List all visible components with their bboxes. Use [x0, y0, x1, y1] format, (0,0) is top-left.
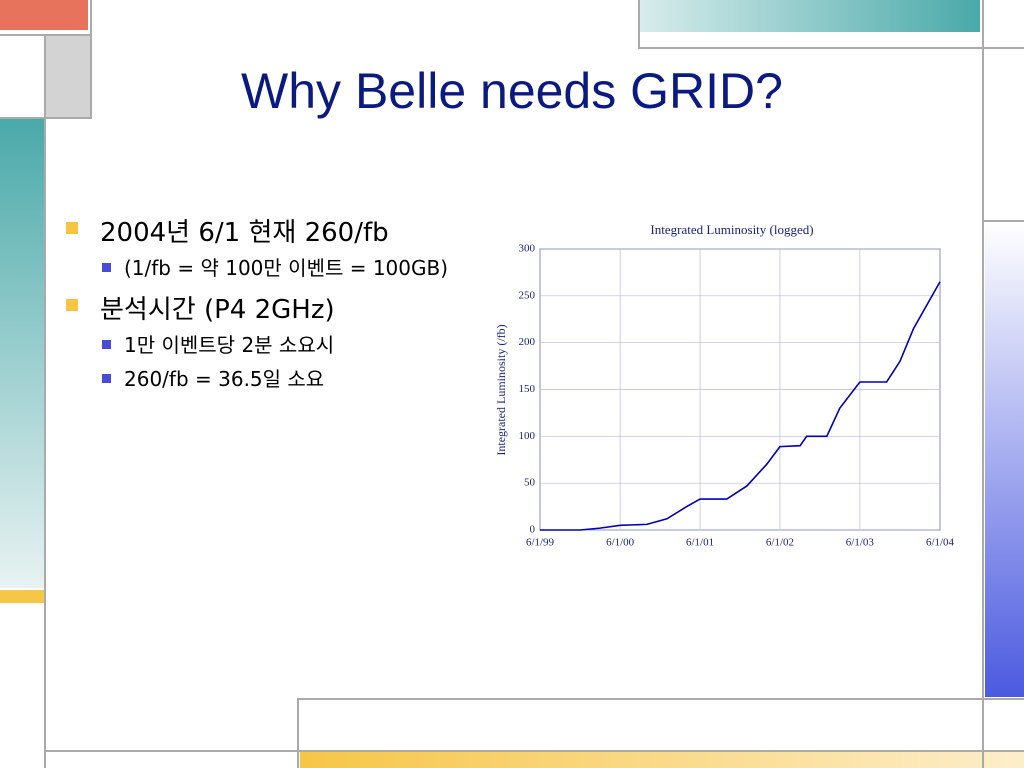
- y-tick-label: 250: [519, 289, 536, 301]
- sub-bullet: 260/fb = 36.5일 소요: [102, 366, 492, 392]
- bullet: 2004년 6/1 현재 260/fb: [62, 212, 492, 249]
- x-tick-label: 6/1/00: [606, 537, 635, 549]
- decor: [640, 0, 980, 32]
- decor-line: [638, 47, 1024, 49]
- x-tick-label: 6/1/03: [846, 537, 875, 549]
- decor-line: [982, 0, 984, 768]
- decor-line: [297, 698, 1024, 700]
- decor-line: [638, 0, 640, 48]
- sub-bullet: 1만 이벤트당 2분 소요시: [102, 332, 492, 358]
- x-tick-label: 6/1/04: [926, 537, 955, 549]
- y-tick-label: 0: [530, 524, 536, 536]
- bullet-list: 2004년 6/1 현재 260/fb (1/fb = 약 100만 이벤트 = …: [62, 212, 492, 400]
- decor-line: [0, 34, 90, 36]
- x-tick-label: 6/1/02: [766, 537, 794, 549]
- decor: [0, 0, 88, 30]
- x-tick-label: 6/1/01: [686, 537, 714, 549]
- decor: [0, 590, 45, 603]
- decor: [45, 36, 90, 118]
- decor: [300, 752, 1024, 768]
- chart-title: Integrated Luminosity (logged): [650, 222, 813, 237]
- decor: [0, 118, 45, 588]
- decor-line: [982, 220, 1024, 222]
- chart: Integrated Luminosity (logged) Integrate…: [494, 222, 955, 549]
- y-tick-label: 50: [524, 477, 536, 489]
- y-tick-label: 300: [519, 243, 536, 255]
- decor-line: [297, 698, 299, 768]
- y-axis-label: Integrated Luminosity (/fb): [494, 324, 508, 455]
- decor-line: [90, 0, 92, 118]
- y-tick-label: 150: [519, 383, 536, 395]
- decor-line: [44, 750, 1024, 752]
- bullet: 분석시간 (P4 2GHz): [62, 289, 492, 326]
- data-line: [540, 281, 941, 531]
- y-tick-label: 200: [519, 336, 536, 348]
- decor-line: [0, 117, 92, 119]
- slide-title: Why Belle needs GRID?: [241, 63, 783, 119]
- sub-bullet: (1/fb = 약 100만 이벤트 = 100GB): [102, 255, 492, 281]
- decor: [985, 222, 1024, 697]
- decor-line: [44, 36, 46, 768]
- y-tick-label: 100: [519, 430, 536, 442]
- x-tick-label: 6/1/99: [526, 537, 555, 549]
